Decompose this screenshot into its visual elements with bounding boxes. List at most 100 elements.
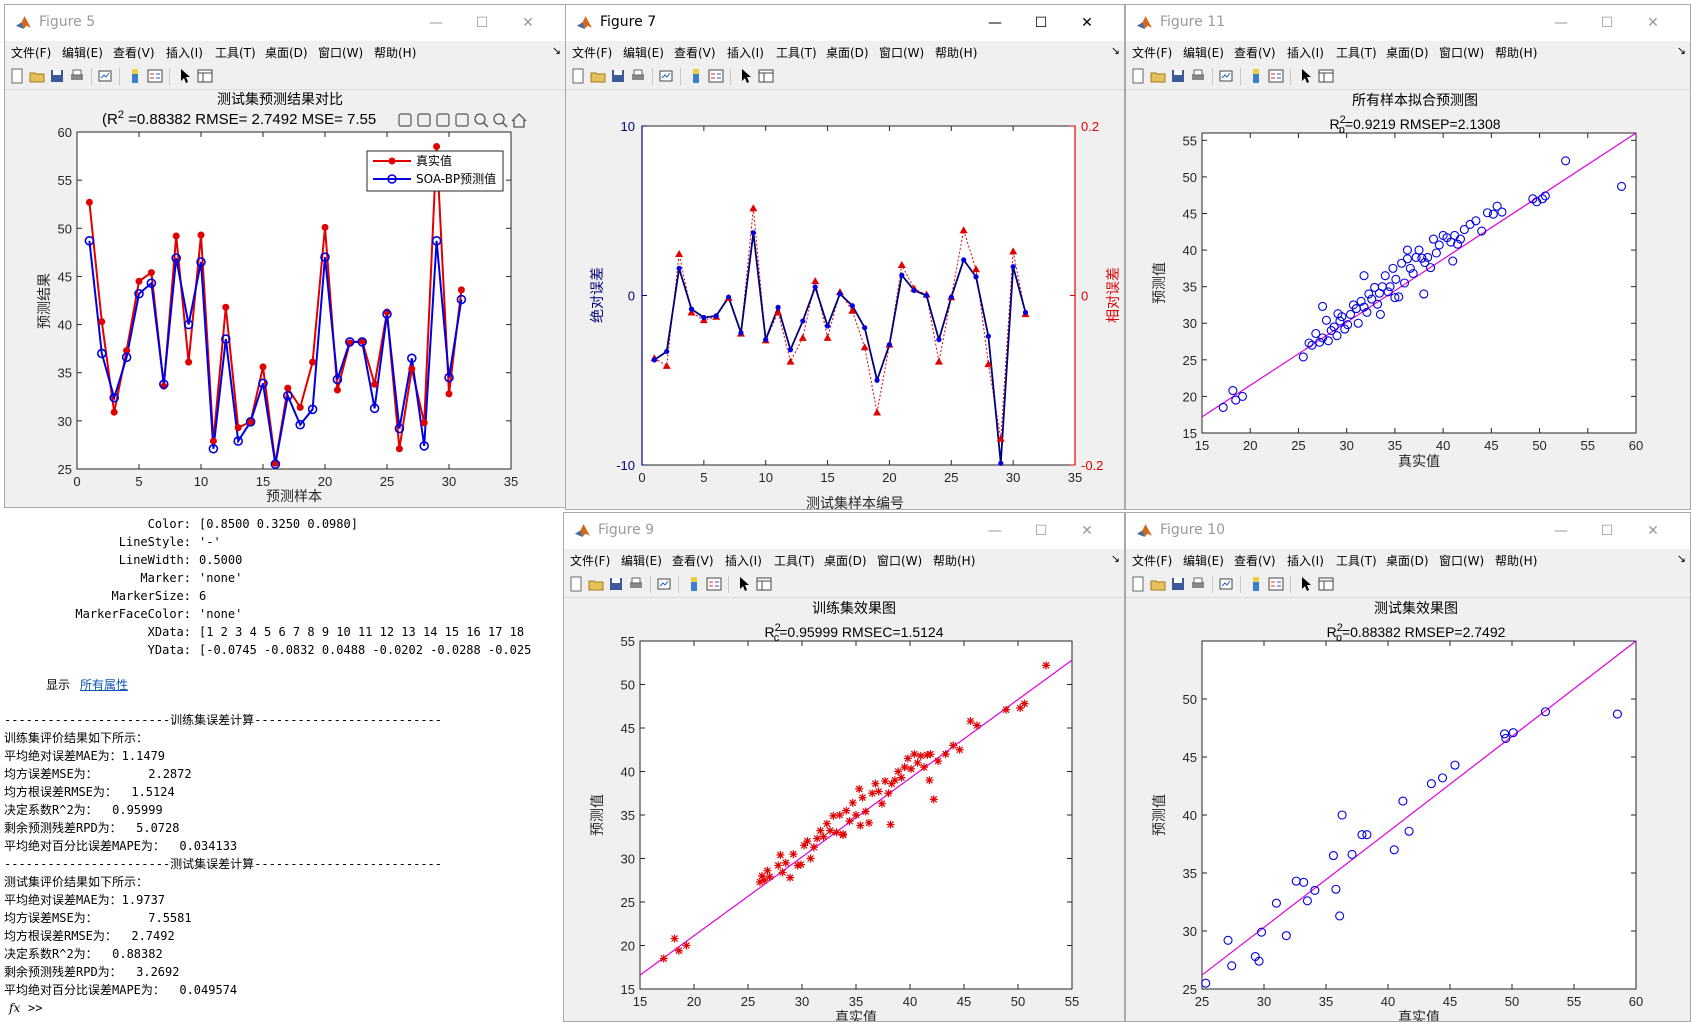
legend-icon[interactable] [1268,576,1284,592]
menu-window[interactable]: 窗口(W) [879,46,925,60]
menu-edit[interactable]: 编辑(E) [1183,46,1224,60]
datatip-icon[interactable] [417,113,431,127]
fx-icon[interactable]: fx [9,1001,21,1015]
menu-overflow-icon[interactable]: ↘ [1676,552,1686,565]
command-window[interactable]: Color: [0.8500 0.3250 0.0980] LineStyle: '-… [0,509,563,1022]
legend-icon[interactable] [147,68,163,84]
menu-help[interactable]: 帮助(H) [935,46,978,60]
figure-canvas[interactable]: 0 5 10 15 20 25 30 35 -10 0 10 -0.2 0 0.2 测试集样本编号 绝对误差相… [566,91,1124,509]
figure-7-window[interactable]: Figure 7 — ☐ ✕ 文件(F) 编辑(E) 查看(V) 插入(I) 工具(T)… [565,4,1125,510]
menu-edit[interactable]: 编辑(E) [623,46,664,60]
maximize-button[interactable]: ☐ [475,15,489,31]
title-bar[interactable]: Figure 10 — ☐ ✕ [1126,513,1690,549]
minimize-button[interactable]: — [988,523,1002,539]
save-icon[interactable] [1170,576,1186,592]
all-properties-link[interactable]: 所有属性 [80,678,129,692]
menu-tools[interactable]: 工具(T) [1336,554,1377,568]
pointer-icon[interactable] [736,576,752,592]
pointer-icon[interactable] [177,68,193,84]
open-folder-icon[interactable] [29,68,45,84]
menu-file[interactable]: 文件(F) [570,554,611,568]
menu-tools[interactable]: 工具(T) [776,46,817,60]
menu-desktop[interactable]: 桌面(D) [1386,554,1429,568]
close-button[interactable]: ✕ [1647,523,1659,539]
menu-help[interactable]: 帮助(H) [1495,554,1538,568]
pan-icon[interactable] [455,113,469,127]
menu-overflow-icon[interactable]: ↘ [1110,552,1120,565]
title-bar[interactable]: Figure 5 — ☐ ✕ [5,5,565,41]
print-icon[interactable] [1190,576,1206,592]
print-icon[interactable] [1190,68,1206,84]
colorbar-icon[interactable] [1248,576,1264,592]
pointer-icon[interactable] [1298,576,1314,592]
close-button[interactable]: ✕ [522,15,534,31]
figure-5-window[interactable]: Figure 5 — ☐ ✕ 文件(F) 编辑(E) 查看(V) 插入(I) 工具(T)… [4,4,566,508]
open-folder-icon[interactable] [590,68,606,84]
zoom-in-icon[interactable] [474,113,489,128]
pointer-icon[interactable] [738,68,754,84]
menu-view[interactable]: 查看(V) [1234,554,1276,568]
link-plot-icon[interactable] [1218,576,1234,592]
menu-file[interactable]: 文件(F) [1132,554,1173,568]
link-plot-icon[interactable] [658,68,674,84]
property-editor-icon[interactable] [758,68,774,84]
menu-overflow-icon[interactable]: ↘ [1110,44,1120,57]
new-file-icon[interactable] [570,68,586,84]
menu-insert[interactable]: 插入(I) [727,46,764,60]
maximize-button[interactable]: ☐ [1034,523,1048,539]
minimize-button[interactable]: — [429,15,443,31]
maximize-button[interactable]: ☐ [1600,523,1614,539]
rotate-icon[interactable] [436,113,450,127]
menu-desktop[interactable]: 桌面(D) [265,46,308,60]
print-icon[interactable] [628,576,644,592]
menu-edit[interactable]: 编辑(E) [62,46,103,60]
open-folder-icon[interactable] [588,576,604,592]
zoom-out-icon[interactable] [493,113,508,128]
link-plot-icon[interactable] [1218,68,1234,84]
menu-insert[interactable]: 插入(I) [1287,46,1324,60]
new-file-icon[interactable] [1130,576,1146,592]
close-button[interactable]: ✕ [1081,523,1093,539]
menu-help[interactable]: 帮助(H) [374,46,417,60]
menu-view[interactable]: 查看(V) [113,46,155,60]
menu-view[interactable]: 查看(V) [672,554,714,568]
close-button[interactable]: ✕ [1081,15,1093,31]
legend-icon[interactable] [1268,68,1284,84]
property-editor-icon[interactable] [197,68,213,84]
new-file-icon[interactable] [568,576,584,592]
menu-insert[interactable]: 插入(I) [725,554,762,568]
save-icon[interactable] [49,68,65,84]
menu-window[interactable]: 窗口(W) [1439,46,1485,60]
menu-overflow-icon[interactable]: ↘ [551,44,561,57]
menu-file[interactable]: 文件(F) [1132,46,1173,60]
title-bar[interactable]: Figure 7 — ☐ ✕ [566,5,1124,41]
link-plot-icon[interactable] [656,576,672,592]
colorbar-icon[interactable] [127,68,143,84]
open-folder-icon[interactable] [1150,68,1166,84]
maximize-button[interactable]: ☐ [1034,15,1048,31]
menu-tools[interactable]: 工具(T) [774,554,815,568]
colorbar-icon[interactable] [688,68,704,84]
menu-file[interactable]: 文件(F) [572,46,613,60]
save-icon[interactable] [610,68,626,84]
menu-edit[interactable]: 编辑(E) [621,554,662,568]
figure-canvas[interactable]: 测试集效果图 R2 p=0.88382 RMSEP=2.7492 25 30 35 40 45… [1126,599,1690,1021]
menu-desktop[interactable]: 桌面(D) [824,554,867,568]
menu-tools[interactable]: 工具(T) [215,46,256,60]
title-bar[interactable]: Figure 9 — ☐ ✕ [564,513,1124,549]
colorbar-icon[interactable] [686,576,702,592]
menu-window[interactable]: 窗口(W) [877,554,923,568]
save-icon[interactable] [608,576,624,592]
menu-help[interactable]: 帮助(H) [933,554,976,568]
menu-insert[interactable]: 插入(I) [166,46,203,60]
open-folder-icon[interactable] [1150,576,1166,592]
figure-canvas[interactable]: 测试集预测结果对比 (R2 =0.88382 RMSE= 2.7492 MSE= … [5,91,565,507]
print-icon[interactable] [630,68,646,84]
save-icon[interactable] [1170,68,1186,84]
menu-view[interactable]: 查看(V) [1234,46,1276,60]
menu-desktop[interactable]: 桌面(D) [1386,46,1429,60]
legend-icon[interactable] [706,576,722,592]
close-button[interactable]: ✕ [1647,15,1659,31]
figure-canvas[interactable]: 所有样本拟合预测图 R2 p=0.9219 RMSEP=2.1308 15 20 25 30… [1126,91,1690,509]
property-editor-icon[interactable] [756,576,772,592]
